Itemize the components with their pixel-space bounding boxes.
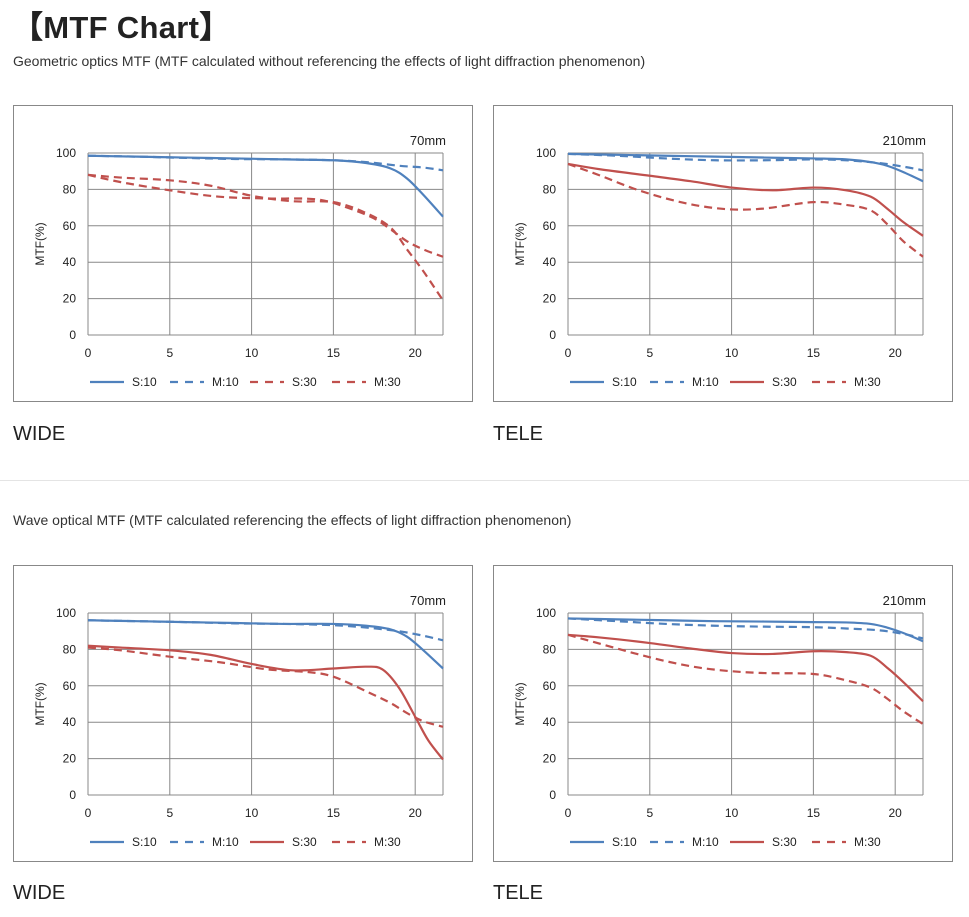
chart-title: 70mm bbox=[410, 133, 446, 148]
series-line-m-10 bbox=[87, 154, 444, 172]
chart-svg: 0 20 40 60 80 100 0 5 10 15 20 MTF(%) 70mm S:10 M:10 S:… bbox=[33, 593, 446, 849]
chart-svg: 0 20 40 60 80 100 0 5 10 15 20 MTF(%) 210mm S:10 M:10 S… bbox=[513, 593, 926, 849]
chart-wave-wide: 0 20 40 60 80 100 0 5 10 15 20 MTF(%) 70mm S:10 M:10 S:… bbox=[13, 565, 473, 862]
series-line-s-30 bbox=[87, 173, 444, 302]
legend-label: S:10 bbox=[612, 375, 637, 389]
series-line-s-10 bbox=[567, 152, 924, 183]
series-line-m-10 bbox=[567, 617, 924, 640]
legend-label: S:30 bbox=[772, 375, 797, 389]
x-tick-label: 15 bbox=[807, 806, 821, 820]
chart-caption-geometric-tele: TELE bbox=[493, 423, 544, 445]
chart-title: 70mm bbox=[410, 593, 446, 608]
x-tick-label: 0 bbox=[85, 346, 92, 360]
chart-svg: 0 20 40 60 80 100 0 5 10 15 20 MTF(%) 210mm S:10 M:10 S… bbox=[513, 133, 926, 389]
series-line-s-10 bbox=[87, 619, 444, 670]
x-tick-label: 5 bbox=[646, 806, 653, 820]
series-line-m-30 bbox=[567, 162, 924, 258]
y-tick-label: 100 bbox=[536, 606, 556, 620]
x-tick-label: 15 bbox=[327, 806, 341, 820]
legend-label: S:30 bbox=[292, 835, 317, 849]
y-tick-label: 100 bbox=[536, 146, 556, 160]
legend-label: S:30 bbox=[292, 375, 317, 389]
x-tick-label: 10 bbox=[245, 346, 259, 360]
y-tick-label: 60 bbox=[63, 219, 77, 233]
page-title: 【MTF Chart】 bbox=[12, 10, 231, 45]
y-tick-label: 20 bbox=[543, 292, 557, 306]
y-tick-label: 0 bbox=[549, 328, 556, 342]
x-tick-label: 0 bbox=[85, 806, 92, 820]
y-tick-label: 60 bbox=[63, 679, 77, 693]
legend-label: M:10 bbox=[692, 375, 719, 389]
series-line-m-30 bbox=[87, 646, 444, 728]
legend-label: M:10 bbox=[692, 835, 719, 849]
legend-label: S:10 bbox=[132, 835, 157, 849]
y-tick-label: 80 bbox=[63, 182, 77, 196]
x-tick-label: 5 bbox=[166, 346, 173, 360]
y-tick-label: 40 bbox=[543, 255, 557, 269]
chart-caption-wave-tele: TELE bbox=[493, 882, 544, 904]
chart-wave-tele: 0 20 40 60 80 100 0 5 10 15 20 MTF(%) 210mm S:10 M:10 S… bbox=[493, 565, 953, 862]
chart-caption-wave-wide: WIDE bbox=[13, 882, 66, 904]
x-tick-label: 20 bbox=[409, 346, 423, 360]
section-divider bbox=[0, 480, 969, 481]
series-line-m-30 bbox=[567, 633, 924, 725]
legend-label: M:30 bbox=[854, 375, 881, 389]
y-tick-label: 100 bbox=[56, 146, 76, 160]
legend-label: M:10 bbox=[212, 375, 239, 389]
series-line-m-10 bbox=[567, 152, 924, 172]
legend-label: M:30 bbox=[854, 835, 881, 849]
series-line-s-30 bbox=[567, 633, 924, 703]
y-tick-label: 0 bbox=[549, 788, 556, 802]
wave-mtf-description: Wave optical MTF (MTF calculated referen… bbox=[13, 512, 572, 528]
chart-title: 210mm bbox=[883, 593, 926, 608]
legend-label: S:30 bbox=[772, 835, 797, 849]
y-tick-label: 80 bbox=[63, 642, 77, 656]
x-tick-label: 10 bbox=[245, 806, 259, 820]
legend-label: M:30 bbox=[374, 375, 401, 389]
x-tick-label: 5 bbox=[646, 346, 653, 360]
legend-label: M:10 bbox=[212, 835, 239, 849]
geometric-mtf-description: Geometric optics MTF (MTF calculated wit… bbox=[13, 53, 646, 69]
y-tick-label: 20 bbox=[63, 292, 77, 306]
x-tick-label: 20 bbox=[409, 806, 423, 820]
y-axis-label: MTF(%) bbox=[513, 222, 527, 265]
x-tick-label: 20 bbox=[889, 806, 903, 820]
legend-label: S:10 bbox=[132, 375, 157, 389]
series-line-s-30 bbox=[567, 162, 924, 237]
x-tick-label: 0 bbox=[565, 806, 572, 820]
y-tick-label: 40 bbox=[63, 255, 77, 269]
chart-geometric-wide: 0 20 40 60 80 100 0 5 10 15 20 MTF(%) 70mm S:10 M:10 S:… bbox=[13, 105, 473, 402]
x-tick-label: 15 bbox=[807, 346, 821, 360]
chart-geometric-tele: 0 20 40 60 80 100 0 5 10 15 20 MTF(%) 210mm S:10 M:10 S… bbox=[493, 105, 953, 402]
y-axis-label: MTF(%) bbox=[33, 682, 47, 725]
y-tick-label: 40 bbox=[543, 715, 557, 729]
x-tick-label: 15 bbox=[327, 346, 341, 360]
y-tick-label: 20 bbox=[543, 752, 557, 766]
y-tick-label: 80 bbox=[543, 182, 557, 196]
y-tick-label: 60 bbox=[543, 679, 557, 693]
y-axis-label: MTF(%) bbox=[513, 682, 527, 725]
x-tick-label: 10 bbox=[725, 806, 739, 820]
series-line-s-30 bbox=[87, 644, 444, 761]
legend-label: M:30 bbox=[374, 835, 401, 849]
x-tick-label: 0 bbox=[565, 346, 572, 360]
x-tick-label: 10 bbox=[725, 346, 739, 360]
x-tick-label: 20 bbox=[889, 346, 903, 360]
y-tick-label: 20 bbox=[63, 752, 77, 766]
legend-label: S:10 bbox=[612, 835, 637, 849]
y-tick-label: 100 bbox=[56, 606, 76, 620]
chart-title: 210mm bbox=[883, 133, 926, 148]
y-tick-label: 0 bbox=[69, 328, 76, 342]
y-tick-label: 0 bbox=[69, 788, 76, 802]
y-axis-label: MTF(%) bbox=[33, 222, 47, 265]
chart-svg: 0 20 40 60 80 100 0 5 10 15 20 MTF(%) 70mm S:10 M:10 S:… bbox=[33, 133, 446, 389]
y-tick-label: 80 bbox=[543, 642, 557, 656]
series-line-m-10 bbox=[87, 619, 444, 642]
series-line-m-30 bbox=[87, 173, 444, 258]
y-tick-label: 60 bbox=[543, 219, 557, 233]
x-tick-label: 5 bbox=[166, 806, 173, 820]
series-line-s-10 bbox=[567, 617, 924, 643]
chart-caption-geometric-wide: WIDE bbox=[13, 423, 66, 445]
y-tick-label: 40 bbox=[63, 715, 77, 729]
